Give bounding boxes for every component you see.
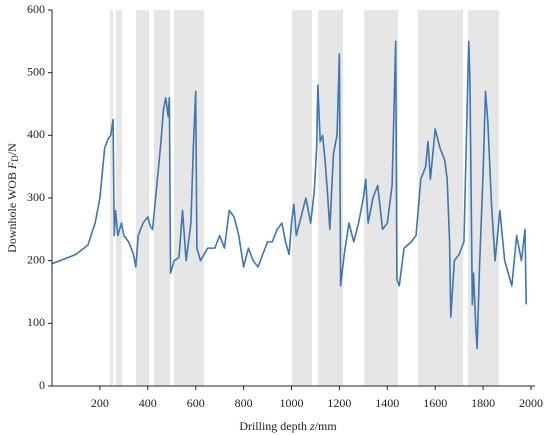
- x-tick-label: 1000: [280, 396, 304, 410]
- x-tick-label: 200: [91, 396, 109, 410]
- x-tick-label: 800: [235, 396, 253, 410]
- x-tick-label: 400: [139, 396, 157, 410]
- shaded-region: [291, 10, 313, 386]
- y-tick-label: 500: [27, 64, 45, 78]
- shaded-region: [154, 10, 171, 386]
- x-tick-label: 1600: [423, 396, 447, 410]
- x-tick-label: 600: [187, 396, 205, 410]
- shaded-region: [109, 10, 114, 386]
- x-tick-label: 1800: [471, 396, 495, 410]
- shaded-region: [364, 10, 399, 386]
- shaded-region: [173, 10, 205, 386]
- x-tick-label: 1400: [375, 396, 399, 410]
- x-tick-label: 1200: [327, 396, 351, 410]
- x-tick-label: 2000: [519, 396, 543, 410]
- shaded-region: [417, 10, 463, 386]
- y-tick-label: 200: [27, 252, 45, 266]
- y-tick-label: 100: [27, 315, 45, 329]
- data-line: [51, 40, 528, 350]
- y-axis-label: Downhole WOB FD/N: [5, 143, 20, 253]
- y-tick-label: 400: [27, 127, 45, 141]
- y-tick-label: 600: [27, 2, 45, 16]
- x-axis-label: Drilling depth z/mm: [239, 419, 337, 433]
- shaded-region: [468, 10, 499, 386]
- y-tick-label: 300: [27, 190, 45, 204]
- shaded-region: [136, 10, 149, 386]
- y-tick-label: 0: [39, 378, 45, 392]
- shaded-region: [115, 10, 122, 386]
